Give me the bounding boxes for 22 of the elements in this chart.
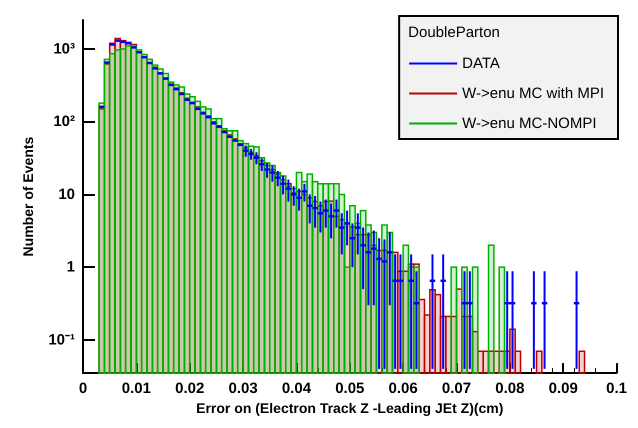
x-tick-label: 0.08: [495, 380, 524, 398]
y-tick-label: 10⁻¹: [48, 331, 75, 348]
legend-label: W->enu MC-NOMPI: [462, 115, 596, 132]
x-tick-label: 0.07: [442, 380, 472, 398]
legend-label: W->enu MC with MPI: [462, 85, 604, 102]
y-tick-label: 10²: [53, 113, 75, 130]
x-tick-label: 0.01: [122, 380, 151, 398]
x-tick-label: 0.05: [335, 380, 364, 398]
y-tick-label: 10: [58, 186, 75, 203]
x-tick-label: 0.06: [388, 380, 418, 398]
x-tick-label: 0.04: [282, 380, 312, 398]
x-tick-label: 0: [78, 380, 88, 398]
y-tick-label: 1: [66, 258, 75, 276]
x-tick-label: 0.03: [228, 380, 258, 398]
x-tick-label: 0.02: [175, 380, 204, 398]
x-tick-label: 0.1: [606, 380, 628, 398]
y-tick-label: 10³: [53, 40, 75, 58]
x-tick-label: 0.09: [548, 380, 578, 398]
x-axis-title: Error on (Electron Track Z -Leading JEt Z)(cm): [196, 400, 504, 416]
legend-label: DATA: [462, 55, 500, 72]
y-axis-title: Number of Events: [20, 136, 36, 256]
legend-title: DoubleParton: [408, 24, 500, 41]
